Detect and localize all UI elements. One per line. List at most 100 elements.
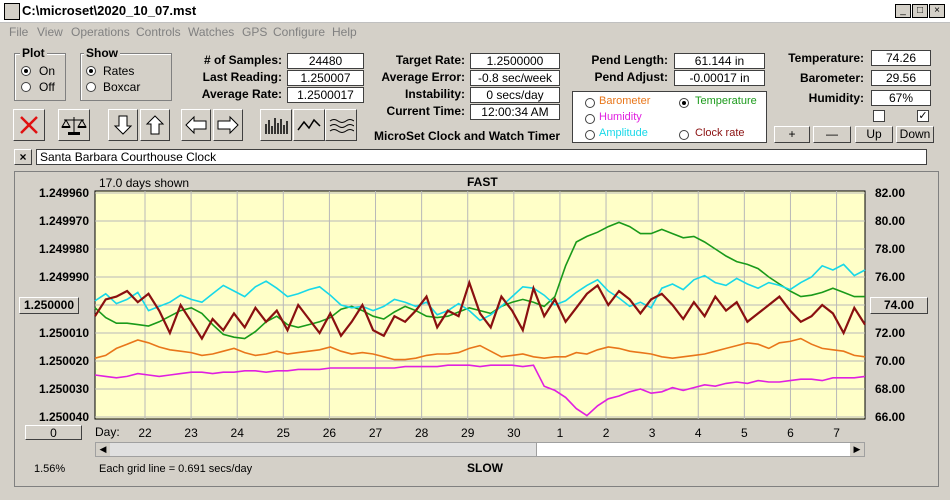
menu-view[interactable]: View [37, 25, 63, 39]
menu-help[interactable]: Help [332, 25, 357, 39]
env-checkbox-1[interactable] [873, 110, 885, 122]
last-reading-label: Last Reading: [202, 70, 282, 84]
trend-view-button[interactable] [293, 109, 325, 141]
clear-watch-button[interactable]: × [14, 149, 32, 165]
x-tick-label: 22 [138, 426, 152, 440]
x-tick-label: 6 [787, 426, 794, 440]
wave-icon [329, 119, 354, 133]
menu-configure[interactable]: Configure [273, 25, 326, 39]
scrollbar-thumb[interactable] [536, 443, 851, 456]
menu-watches[interactable]: Watches [188, 25, 235, 39]
slow-label: SLOW [467, 461, 503, 475]
show-boxcar-radio[interactable] [86, 82, 96, 92]
minimize-button[interactable]: _ [895, 4, 911, 18]
temperature-field: 74.26 [871, 50, 931, 66]
scroll-right-arrow-icon[interactable]: ▶ [850, 443, 864, 456]
close-window-button[interactable]: × [929, 4, 945, 18]
app-icon[interactable] [4, 3, 20, 20]
day-prefix-label: Day: [95, 425, 120, 439]
right-y-tick-label: 76.00 [875, 270, 905, 284]
samples-field: 24480 [287, 53, 364, 69]
series-line-barometer [94, 337, 866, 361]
menu-bar: File View Operations Controls Watches GP… [0, 23, 950, 41]
x-tick-label: 4 [695, 426, 702, 440]
left-y-tick-label: 1.249970 [39, 214, 89, 228]
calibrate-button[interactable] [58, 109, 90, 141]
last-reading-field: 1.250007 [287, 70, 364, 86]
scale-up-button[interactable]: Up [855, 126, 893, 143]
scale-plus-button[interactable]: + [774, 126, 810, 143]
amplitude-radio[interactable] [585, 130, 595, 140]
histogram-view-button[interactable] [260, 109, 292, 141]
left-y-tick-label: 1.250030 [39, 382, 89, 396]
x-tick-label: 30 [507, 426, 521, 440]
pend-adjust-label: Pend Adjust: [594, 70, 668, 84]
humidity-field: 67% [871, 90, 931, 106]
plot-off-label: Off [39, 80, 55, 94]
menu-operations[interactable]: Operations [71, 25, 130, 39]
left-y-tick-label: 1.249960 [39, 186, 89, 200]
maximize-button[interactable]: □ [912, 4, 928, 18]
arrow-right-icon [217, 115, 239, 135]
left-y-tick-label: 1.249980 [39, 242, 89, 256]
left-y-tick-label: 1.250040 [39, 410, 89, 424]
rate-center-button[interactable]: 1.250000 [19, 297, 79, 314]
plot-off-radio[interactable] [21, 82, 31, 92]
temp-center-button[interactable]: 74.00 [870, 297, 928, 314]
instability-field: 0 secs/day [470, 87, 560, 103]
right-y-tick-label: 72.00 [875, 326, 905, 340]
plot-on-radio[interactable] [21, 66, 31, 76]
x-tick-label: 1 [557, 426, 564, 440]
scroll-left-button[interactable] [181, 109, 211, 141]
grid-note: Each grid line = 0.691 secs/day [99, 463, 253, 475]
menu-controls[interactable]: Controls [136, 25, 181, 39]
left-y-tick-label: 1.250010 [39, 326, 89, 340]
barometer-radio[interactable] [585, 98, 595, 108]
move-up-button[interactable] [140, 109, 170, 141]
arrow-down-icon [113, 115, 133, 135]
scale-minus-button[interactable]: — [813, 126, 851, 143]
instability-label: Instability: [404, 87, 465, 101]
menu-gps[interactable]: GPS [242, 25, 268, 39]
temperature-radio[interactable] [679, 98, 689, 108]
x-tick-label: 24 [231, 426, 245, 440]
balance-scale-icon [61, 117, 87, 135]
samples-label: # of Samples: [203, 53, 282, 67]
humidity-label: Humidity: [808, 91, 864, 105]
menu-file[interactable]: File [9, 25, 29, 39]
humidity-option-label: Humidity [599, 111, 642, 123]
zero-offset-button[interactable]: 0 [25, 425, 82, 440]
scroll-right-button[interactable] [213, 109, 243, 141]
scroll-left-arrow-icon[interactable]: ◀ [96, 443, 110, 456]
move-down-button[interactable] [108, 109, 138, 141]
x-tick-label: 7 [833, 426, 840, 440]
time-scrollbar[interactable]: ◀ ▶ [95, 442, 865, 457]
scale-down-button[interactable]: Down [896, 126, 934, 143]
humidity-radio[interactable] [585, 114, 595, 124]
watch-name-input[interactable]: Santa Barbara Courthouse Clock [36, 149, 927, 165]
x-tick-label: 29 [461, 426, 475, 440]
right-y-tick-label: 80.00 [875, 214, 905, 228]
env-checkbox-2[interactable]: ✓ [917, 110, 929, 122]
barometer-field: 29.56 [871, 70, 931, 86]
average-error-field: -0.8 sec/week [470, 70, 560, 86]
target-rate-field: 1.2500000 [470, 53, 560, 69]
stop-button[interactable] [13, 109, 45, 141]
red-x-icon [20, 116, 38, 134]
show-rates-radio[interactable] [86, 66, 96, 76]
clock-rate-radio[interactable] [679, 130, 689, 140]
plot-group-title: Plot [20, 46, 47, 60]
temperature-label: Temperature: [788, 51, 864, 65]
arrow-up-icon [145, 115, 165, 135]
line-chart-icon [297, 118, 321, 131]
pend-length-label: Pend Length: [591, 53, 668, 67]
wave-view-button[interactable] [325, 109, 357, 141]
x-tick-label: 23 [184, 426, 198, 440]
arrow-left-icon [185, 115, 207, 135]
x-tick-label: 5 [741, 426, 748, 440]
show-rates-label: Rates [103, 64, 135, 78]
right-y-tick-label: 78.00 [875, 242, 905, 256]
average-error-label: Average Error: [381, 70, 465, 84]
plot-on-label: On [39, 64, 56, 78]
rate-chart: 22 23 24 25 26 27 28 29 30 1 2 3 4 5 6 71.249960 82.001.… [39, 186, 905, 440]
